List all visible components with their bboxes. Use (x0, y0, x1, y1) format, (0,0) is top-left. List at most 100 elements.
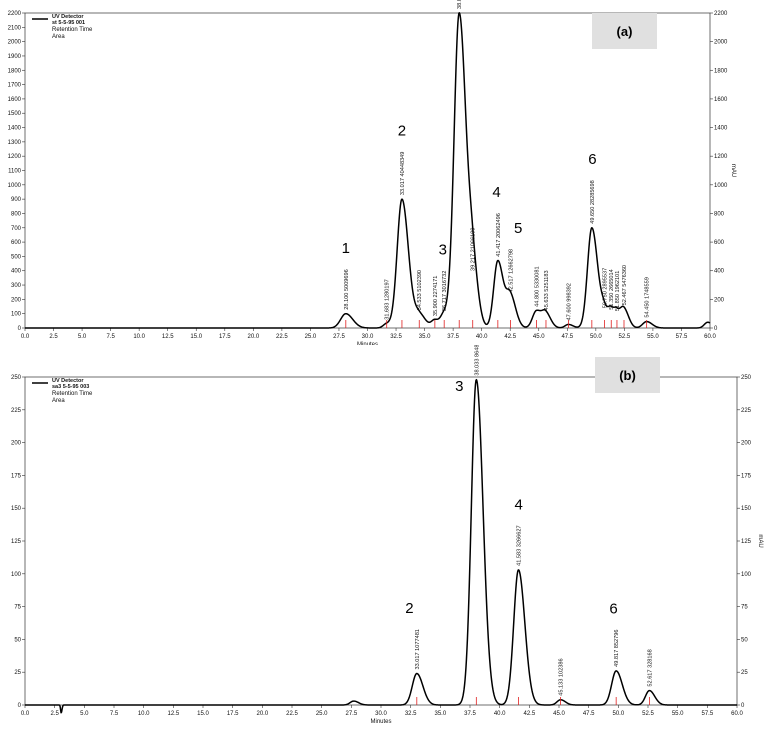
y-right-tick-label: 2000 (714, 40, 728, 46)
x-tick-label: 12.5 (167, 711, 179, 717)
y-right-tick-label: 1400 (714, 126, 728, 132)
x-tick-label: 15.0 (197, 711, 209, 717)
y-tick-label: 1100 (8, 169, 22, 175)
y-right-axis-title: mAU (757, 534, 763, 547)
legend-detector: UV Detector (52, 14, 84, 20)
x-tick-label: 27.5 (345, 711, 357, 717)
peak-label: 42.517 12662798 (508, 249, 514, 293)
x-tick-label: 57.5 (676, 334, 688, 340)
peak-number: 4 (492, 184, 500, 201)
peak-label: 50.750 2895537 (602, 268, 608, 308)
y-tick-label: 250 (11, 375, 22, 381)
x-tick-label: 20.0 (256, 711, 268, 717)
peak-label: 41.583 3266627 (516, 525, 522, 565)
peak-label: 28.100 5009696 (344, 269, 350, 309)
legend-detector: UV Detector (52, 378, 84, 384)
peak-label: 38.033 8648478 (474, 345, 480, 376)
x-tick-label: 30.0 (375, 711, 387, 717)
y-tick-label: 300 (11, 283, 22, 289)
y-tick-label: 1300 (8, 140, 22, 146)
y-tick-label: 25 (14, 670, 21, 676)
y-right-tick-label: 25 (741, 670, 748, 676)
y-right-tick-label: 175 (741, 473, 752, 479)
x-tick-label: 40.0 (494, 711, 506, 717)
y-right-axis-title: mAU (730, 164, 736, 177)
peak-number: 5 (514, 220, 522, 237)
y-tick-label: 1500 (8, 111, 22, 117)
x-axis-title: Minutes (357, 342, 378, 345)
y-tick-label: 0 (18, 703, 22, 709)
x-tick-label: 45.0 (553, 711, 565, 717)
peak-label: 39.217 21066199 (471, 227, 477, 271)
y-right-tick-label: 0 (741, 703, 745, 709)
x-tick-label: 22.5 (276, 334, 288, 340)
peak-label: 33.017 40448349 (400, 152, 406, 196)
x-tick-label: 55.0 (647, 334, 659, 340)
chromatogram-b: 0.0 2.5 5.0 7.5 10.0 12.5 15.0 17.5 20.0 22.5 25.0… (11, 345, 763, 725)
peak-label: 49.650 28285698 (590, 180, 596, 224)
y-tick-label: 1200 (8, 154, 22, 160)
x-tick-label: 0.0 (21, 711, 30, 717)
y-right-tick-label: 50 (741, 637, 748, 643)
x-tick-label: 60.0 (704, 334, 716, 340)
y-tick-label: 1900 (8, 54, 22, 60)
x-tick-label: 2.5 (50, 711, 59, 717)
chromatogram-trace (24, 378, 738, 714)
x-tick-label: 35.0 (419, 334, 431, 340)
x-tick-label: 52.5 (619, 334, 631, 340)
peak-label: 51.350 2665014 (609, 269, 615, 309)
peak-number: 6 (609, 600, 617, 617)
peak-label: 33.017 1077481 (415, 629, 421, 669)
x-tick-label: 50.0 (612, 711, 624, 717)
y-tick-label: 1000 (8, 183, 22, 189)
y-tick-label: 800 (11, 211, 22, 217)
y-right-tick-label: 200 (714, 297, 725, 303)
x-tick-label: 40.0 (476, 334, 488, 340)
x-tick-label: 60.0 (731, 711, 743, 717)
y-tick-label: 175 (11, 473, 22, 479)
peak-label: 31.683 1280197 (385, 279, 391, 319)
panel-label: (a) (617, 24, 633, 39)
y-tick-label: 2000 (8, 40, 22, 46)
peak-label: 38.033 111926701 (457, 0, 463, 9)
peak-number: 1 (342, 240, 350, 257)
y-tick-label: 2100 (8, 25, 22, 31)
x-tick-label: 30.0 (362, 334, 374, 340)
peak-label: 41.417 20062496 (496, 213, 502, 257)
y-tick-label: 100 (11, 572, 22, 578)
legend-line: Area (52, 398, 65, 404)
x-tick-label: 32.5 (390, 334, 402, 340)
x-tick-label: 5.0 (78, 334, 87, 340)
y-tick-label: 900 (11, 197, 22, 203)
peak-number: 2 (405, 600, 413, 617)
peak-label: 45.133 102386 (559, 658, 565, 695)
x-tick-label: 32.5 (405, 711, 417, 717)
y-tick-label: 75 (14, 605, 21, 611)
peak-label: 45.633 5251183 (544, 270, 550, 310)
x-tick-label: 35.0 (434, 711, 446, 717)
y-tick-label: 50 (14, 637, 21, 643)
x-tick-label: 27.5 (333, 334, 345, 340)
y-tick-label: 200 (11, 297, 22, 303)
y-tick-label: 500 (11, 254, 22, 260)
x-tick-label: 57.5 (701, 711, 713, 717)
x-tick-label: 10.0 (138, 711, 150, 717)
y-right-tick-label: 600 (714, 240, 725, 246)
peak-number: 4 (514, 496, 522, 513)
legend-line: Area (52, 34, 65, 40)
x-tick-label: 17.5 (227, 711, 239, 717)
x-tick-label: 37.5 (447, 334, 459, 340)
y-tick-label: 1700 (8, 83, 22, 89)
y-tick-label: 150 (11, 506, 22, 512)
y-tick-label: 1600 (8, 97, 22, 103)
x-tick-label: 25.0 (316, 711, 328, 717)
y-tick-label: 1800 (8, 68, 22, 74)
x-tick-label: 7.5 (106, 334, 115, 340)
y-tick-label: 200 (11, 441, 22, 447)
peak-label: 51.850 1962101 (615, 271, 621, 311)
y-tick-label: 0 (18, 326, 22, 332)
peak-label: 54.450 1748559 (645, 277, 651, 317)
legend-line: Retention Time (52, 391, 93, 397)
y-tick-label: 700 (11, 226, 22, 232)
x-axis-title: Minutes (370, 719, 391, 725)
